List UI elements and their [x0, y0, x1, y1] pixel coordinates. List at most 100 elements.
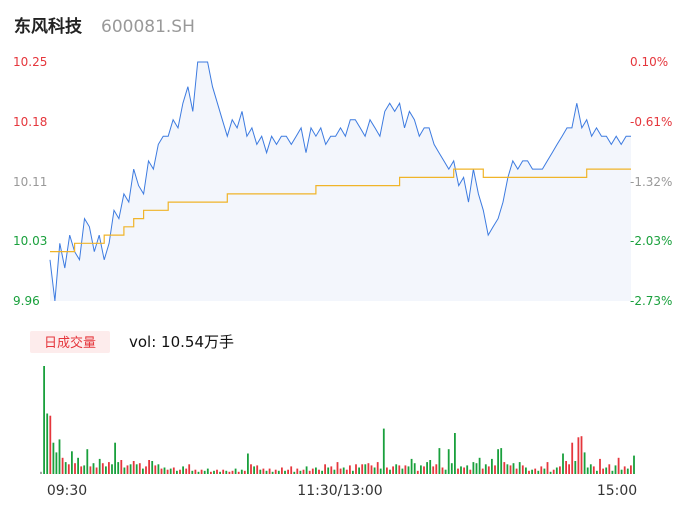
volume-bar: [327, 467, 330, 474]
volume-bar: [117, 462, 120, 474]
volume-bar: [423, 466, 425, 474]
volume-bar: [568, 464, 570, 474]
volume-bar: [219, 471, 221, 474]
volume-bar: [475, 463, 478, 474]
volume-bar: [237, 471, 240, 474]
volume-bar: [555, 467, 558, 474]
volume-bar: [311, 468, 314, 474]
price-panel: 10.25 10.18 10.11 10.03 9.96 0.10% -0.61% -1.32…: [13, 55, 672, 308]
volume-bar: [447, 449, 450, 474]
volume-bar: [92, 463, 95, 474]
volume-bar: [432, 466, 435, 474]
volume-bar: [620, 469, 623, 474]
volume-bar: [296, 468, 299, 474]
y-tick-left: 10.03: [13, 234, 47, 248]
volume-bar: [185, 468, 188, 474]
volume-bar: [460, 466, 462, 474]
volume-bar: [228, 471, 231, 474]
volume-bar: [142, 468, 144, 474]
volume-bar: [188, 464, 191, 474]
volume-bar: [395, 464, 398, 474]
volume-bar: [120, 460, 123, 474]
volume-bar: [197, 471, 200, 474]
volume-bar: [179, 469, 181, 474]
volume-bar: [589, 464, 592, 474]
volume-bar: [132, 461, 135, 474]
volume-bar: [376, 462, 379, 474]
volume-bar: [512, 463, 515, 474]
volume-bar: [518, 462, 521, 474]
average-price-line: [50, 168, 631, 253]
volume-bar: [126, 465, 129, 474]
volume-bar: [176, 470, 178, 474]
price-line: [49, 61, 631, 302]
volume-bar: [46, 413, 49, 474]
volume-bar: [574, 461, 577, 474]
volume-bar: [407, 466, 410, 474]
volume-bar: [361, 464, 364, 474]
volume-bar: [151, 461, 154, 474]
volume-bar: [154, 465, 157, 474]
volume-bar: [500, 448, 503, 474]
y-tick-left: 10.18: [13, 115, 47, 129]
volume-bar: [420, 465, 422, 474]
volume-bar: [163, 467, 166, 474]
volume-bar: [429, 460, 432, 474]
volume-bar: [157, 464, 160, 474]
volume-bar: [234, 468, 237, 474]
volume-bar: [271, 471, 274, 474]
volume-bar: [577, 437, 580, 474]
stock-code: 600081.SH: [101, 17, 195, 37]
volume-bar: [506, 464, 509, 474]
volume-bar: [478, 457, 481, 474]
volume-bar: [302, 469, 305, 474]
y-tick-left: 10.11: [13, 175, 47, 189]
volume-bar: [253, 466, 255, 474]
volume-bar: [206, 468, 209, 474]
volume-bar: [247, 453, 249, 474]
volume-bar: [55, 452, 58, 474]
volume-bar: [182, 466, 184, 474]
volume-bar: [43, 366, 45, 474]
volume-bar: [373, 467, 376, 474]
volume-bar: [586, 467, 589, 474]
volume-bar: [367, 463, 370, 474]
volume-bar: [290, 466, 293, 474]
volume-bar: [484, 464, 487, 474]
stock-name: 东风科技: [14, 16, 83, 37]
volume-bar: [74, 463, 76, 474]
volume-bar: [200, 469, 203, 474]
volume-bar: [416, 470, 419, 474]
volume-bar: [528, 470, 530, 474]
volume-bar: [333, 469, 336, 474]
volume-bar: [114, 442, 116, 474]
volume-bar: [108, 462, 110, 474]
volume-bar: [404, 465, 407, 474]
volume-bar: [450, 463, 453, 474]
volume-readout: vol: 10.54万手: [129, 333, 234, 351]
volume-bar: [562, 453, 564, 474]
volume-bar: [534, 468, 537, 474]
volume-bar: [80, 466, 83, 474]
y-tick-right: 0.10%: [630, 55, 668, 69]
volume-bar: [250, 464, 252, 474]
volume-bar: [617, 457, 620, 474]
volume-bar: [172, 467, 175, 474]
volume-bar: [138, 463, 141, 474]
x-tick: 09:30: [47, 483, 87, 499]
volume-bar: [191, 470, 194, 474]
volume-badge: 日成交量: [44, 335, 96, 351]
volume-bar: [592, 466, 595, 474]
volume-bar: [339, 468, 342, 474]
volume-bar: [210, 471, 212, 474]
volume-bar: [349, 465, 351, 474]
volume-bar: [370, 465, 373, 474]
volume-bar: [537, 470, 540, 474]
y-tick-left: 9.96: [13, 294, 40, 308]
volume-bar: [281, 467, 283, 474]
volume-bar: [216, 469, 218, 474]
volume-bar: [284, 470, 286, 474]
volume-bar: [265, 470, 268, 474]
volume-bar: [358, 467, 360, 474]
volume-bar: [336, 462, 339, 474]
